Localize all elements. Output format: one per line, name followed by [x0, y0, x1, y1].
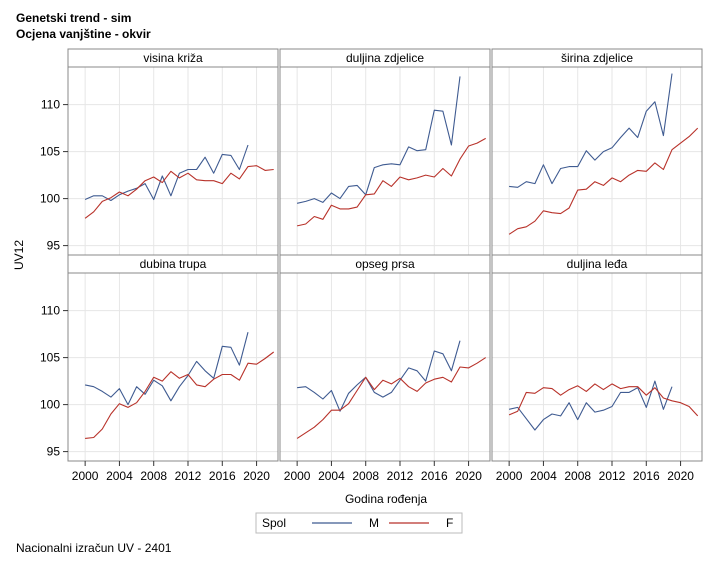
- x-tick-label: 2000: [72, 469, 99, 483]
- series-line-M: [84, 332, 249, 406]
- series-line-M: [509, 73, 673, 188]
- x-axis-label: Godina rođenja: [345, 492, 427, 506]
- y-tick-label: 105: [40, 145, 60, 159]
- x-tick-label: 2012: [175, 469, 202, 483]
- x-tick-label: 2008: [564, 469, 591, 483]
- series-line-F: [296, 137, 486, 227]
- series-line-F: [84, 165, 274, 219]
- series-line-M: [297, 340, 461, 412]
- x-tick-label: 2008: [140, 469, 167, 483]
- series-line-F: [508, 383, 699, 417]
- panel-title: visina križa: [143, 51, 203, 65]
- legend-label-M: M: [369, 516, 379, 530]
- panel-title: opseg prsa: [355, 257, 415, 271]
- panel-1: visina križa 95 100 105 110: [40, 48, 279, 256]
- panel-title: širina zdjelice: [561, 51, 633, 65]
- x-tick-label: 2020: [667, 469, 694, 483]
- y-tick-label: 105: [40, 351, 60, 365]
- y-tick-label: 95: [47, 445, 61, 459]
- x-tick-label: 2020: [243, 469, 270, 483]
- x-tick-label: 2016: [209, 469, 236, 483]
- x-tick-label: 2012: [599, 469, 626, 483]
- y-tick-label: 100: [40, 398, 60, 412]
- x-tick-label: 2000: [284, 469, 311, 483]
- y-tick-label: 110: [41, 304, 60, 318]
- panel-frame: [279, 254, 491, 462]
- x-tick-label: 2016: [633, 469, 660, 483]
- x-tick-label: 2016: [421, 469, 448, 483]
- series-line-M: [84, 144, 249, 202]
- series-line-M: [296, 76, 461, 204]
- panel-title: dubina trupa: [140, 257, 207, 271]
- panel-6: duljina leđa 2000 2004 2008 2012 2016 2020: [491, 254, 703, 483]
- panel-3: širina zdjelice: [491, 48, 703, 256]
- y-tick-label: 110: [41, 98, 60, 112]
- series-line-F: [296, 357, 487, 439]
- legend: Spol M F: [255, 512, 463, 534]
- y-axis-label: UV12: [12, 240, 26, 270]
- legend-box: [255, 512, 463, 534]
- legend-title: Spol: [262, 516, 286, 530]
- x-tick-label: 2000: [496, 469, 523, 483]
- series-line-F: [85, 351, 275, 439]
- x-tick-label: 2012: [387, 469, 414, 483]
- panel-4: dubina trupa 95 100 105 110 2000 2004 2008 2012 2…: [40, 254, 279, 483]
- y-tick-label: 95: [47, 239, 61, 253]
- x-tick-label: 2004: [318, 469, 345, 483]
- panel-5: opseg prsa 2000 2004 2008 2012 2016 2020: [279, 254, 491, 483]
- y-tick-label: 100: [40, 192, 60, 206]
- series-line-F: [508, 127, 699, 235]
- x-tick-label: 2004: [106, 469, 133, 483]
- footnote: Nacionalni izračun UV - 2401: [16, 541, 172, 555]
- panel-2: duljina zdjelice: [279, 48, 491, 256]
- series-line-M: [508, 380, 673, 431]
- panel-frame: [491, 254, 703, 462]
- x-tick-label: 2020: [455, 469, 482, 483]
- x-tick-label: 2008: [352, 469, 379, 483]
- x-tick-label: 2004: [530, 469, 557, 483]
- panel-title: duljina leđa: [567, 257, 628, 271]
- panel-title: duljina zdjelice: [346, 51, 424, 65]
- chart-subtitle: Ocjena vanjštine - okvir: [16, 27, 151, 41]
- legend-label-F: F: [446, 516, 453, 530]
- chart-title: Genetski trend - sim: [16, 11, 132, 25]
